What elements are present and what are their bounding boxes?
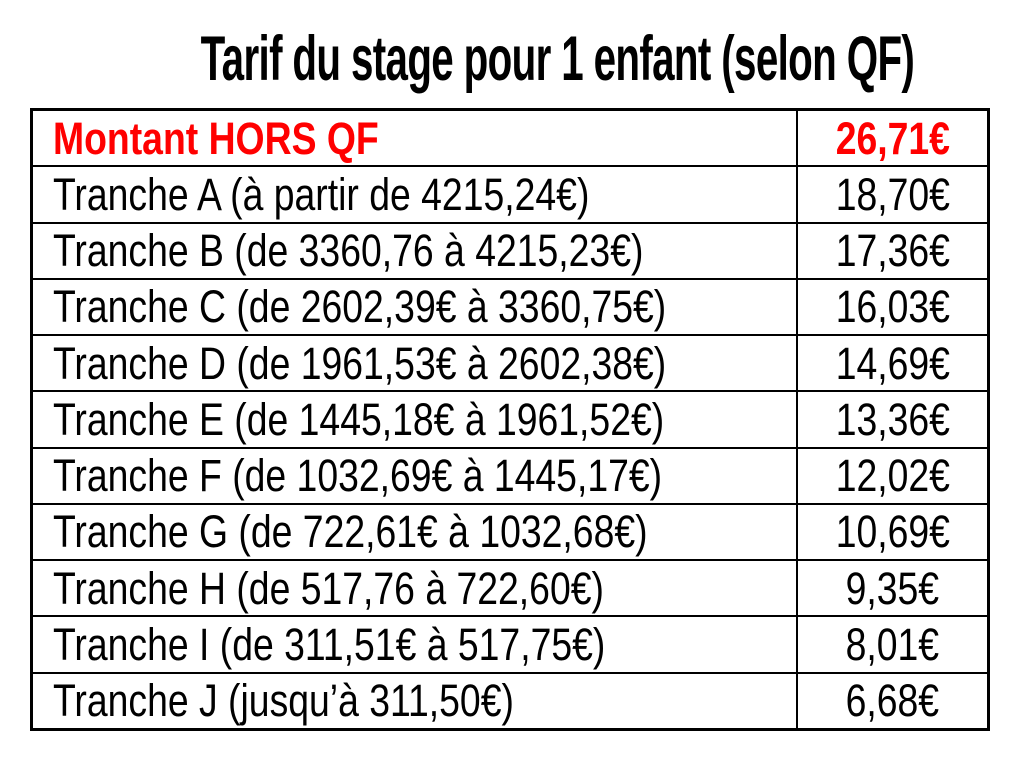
amount-value: 13,36€ bbox=[835, 393, 950, 445]
table-row-tranche-h: Tranche H (de 517,76 à 722,60€) 9,35€ bbox=[30, 559, 990, 618]
tranche-label: Tranche B (de 3360,76 à 4215,23€) bbox=[53, 225, 644, 277]
amount-value: 9,35€ bbox=[845, 562, 940, 614]
tranche-label: Tranche I (de 311,51€ à 517,75€) bbox=[53, 618, 606, 670]
tranche-label-cell: Tranche G (de 722,61€ à 1032,68€) bbox=[30, 502, 798, 562]
tranche-label-cell: Tranche F (de 1032,69€ à 1445,17€) bbox=[30, 446, 798, 505]
tranche-label-cell: Tranche C (de 2602,39€ à 3360,75€) bbox=[30, 277, 798, 337]
table-row-tranche-c: Tranche C (de 2602,39€ à 3360,75€) 16,03… bbox=[30, 277, 990, 337]
table-row-hors-qf: Montant HORS QF 26,71€ bbox=[30, 108, 990, 168]
amount-value: 8,01€ bbox=[845, 618, 940, 670]
tranche-label-cell: Montant HORS QF bbox=[30, 108, 798, 168]
tranche-label: Tranche F (de 1032,69€ à 1445,17€) bbox=[53, 450, 663, 502]
page-title-text: Tarif du stage pour 1 enfant (selon QF) bbox=[200, 24, 915, 94]
amount-value: 16,03€ bbox=[835, 281, 950, 333]
page-title: Tarif du stage pour 1 enfant (selon QF) bbox=[0, 28, 1024, 91]
table-row-tranche-i: Tranche I (de 311,51€ à 517,75€) 8,01€ bbox=[30, 615, 990, 674]
amount-cell: 26,71€ bbox=[796, 108, 990, 168]
table-row-tranche-f: Tranche F (de 1032,69€ à 1445,17€) 12,02… bbox=[30, 446, 990, 505]
amount-value: 12,02€ bbox=[835, 450, 950, 502]
tranche-label: Tranche E (de 1445,18€ à 1961,52€) bbox=[53, 393, 665, 445]
tranche-label-cell: Tranche D (de 1961,53€ à 2602,38€) bbox=[30, 334, 798, 393]
table-row-tranche-g: Tranche G (de 722,61€ à 1032,68€) 10,69€ bbox=[30, 502, 990, 562]
tranche-label-cell: Tranche B (de 3360,76 à 4215,23€) bbox=[30, 221, 798, 280]
amount-value: 26,71€ bbox=[835, 112, 950, 164]
tranche-label: Montant HORS QF bbox=[53, 112, 379, 164]
amount-cell: 14,69€ bbox=[796, 334, 990, 393]
amount-cell: 9,35€ bbox=[796, 559, 990, 618]
amount-value: 17,36€ bbox=[835, 225, 950, 277]
amount-cell: 16,03€ bbox=[796, 277, 990, 337]
tranche-label: Tranche D (de 1961,53€ à 2602,38€) bbox=[53, 337, 667, 389]
tranche-label-cell: Tranche A (à partir de 4215,24€) bbox=[30, 165, 798, 224]
table-row-tranche-b: Tranche B (de 3360,76 à 4215,23€) 17,36€ bbox=[30, 221, 990, 280]
table-row-tranche-d: Tranche D (de 1961,53€ à 2602,38€) 14,69… bbox=[30, 334, 990, 393]
table-row-tranche-e: Tranche E (de 1445,18€ à 1961,52€) 13,36… bbox=[30, 390, 990, 449]
tranche-label: Tranche H (de 517,76 à 722,60€) bbox=[53, 562, 604, 614]
amount-cell: 6,68€ bbox=[796, 671, 990, 731]
tranche-label: Tranche G (de 722,61€ à 1032,68€) bbox=[53, 506, 648, 558]
amount-cell: 8,01€ bbox=[796, 615, 990, 674]
table-row-tranche-j: Tranche J (jusqu’à 311,50€) 6,68€ bbox=[30, 671, 990, 731]
amount-cell: 13,36€ bbox=[796, 390, 990, 449]
tranche-label-cell: Tranche J (jusqu’à 311,50€) bbox=[30, 671, 798, 731]
pricing-table: Montant HORS QF 26,71€ Tranche A (à part… bbox=[30, 108, 990, 731]
tranche-label: Tranche J (jusqu’à 311,50€) bbox=[53, 675, 514, 727]
amount-cell: 18,70€ bbox=[796, 165, 990, 224]
amount-cell: 10,69€ bbox=[796, 502, 990, 562]
amount-value: 10,69€ bbox=[835, 506, 950, 558]
table-row-tranche-a: Tranche A (à partir de 4215,24€) 18,70€ bbox=[30, 165, 990, 224]
amount-value: 14,69€ bbox=[835, 337, 950, 389]
amount-cell: 17,36€ bbox=[796, 221, 990, 280]
amount-cell: 12,02€ bbox=[796, 446, 990, 505]
tranche-label-cell: Tranche I (de 311,51€ à 517,75€) bbox=[30, 615, 798, 674]
tranche-label: Tranche A (à partir de 4215,24€) bbox=[53, 168, 590, 220]
amount-value: 18,70€ bbox=[835, 168, 950, 220]
amount-value: 6,68€ bbox=[845, 675, 940, 727]
tranche-label-cell: Tranche E (de 1445,18€ à 1961,52€) bbox=[30, 390, 798, 449]
tranche-label-cell: Tranche H (de 517,76 à 722,60€) bbox=[30, 559, 798, 618]
tranche-label: Tranche C (de 2602,39€ à 3360,75€) bbox=[53, 281, 667, 333]
